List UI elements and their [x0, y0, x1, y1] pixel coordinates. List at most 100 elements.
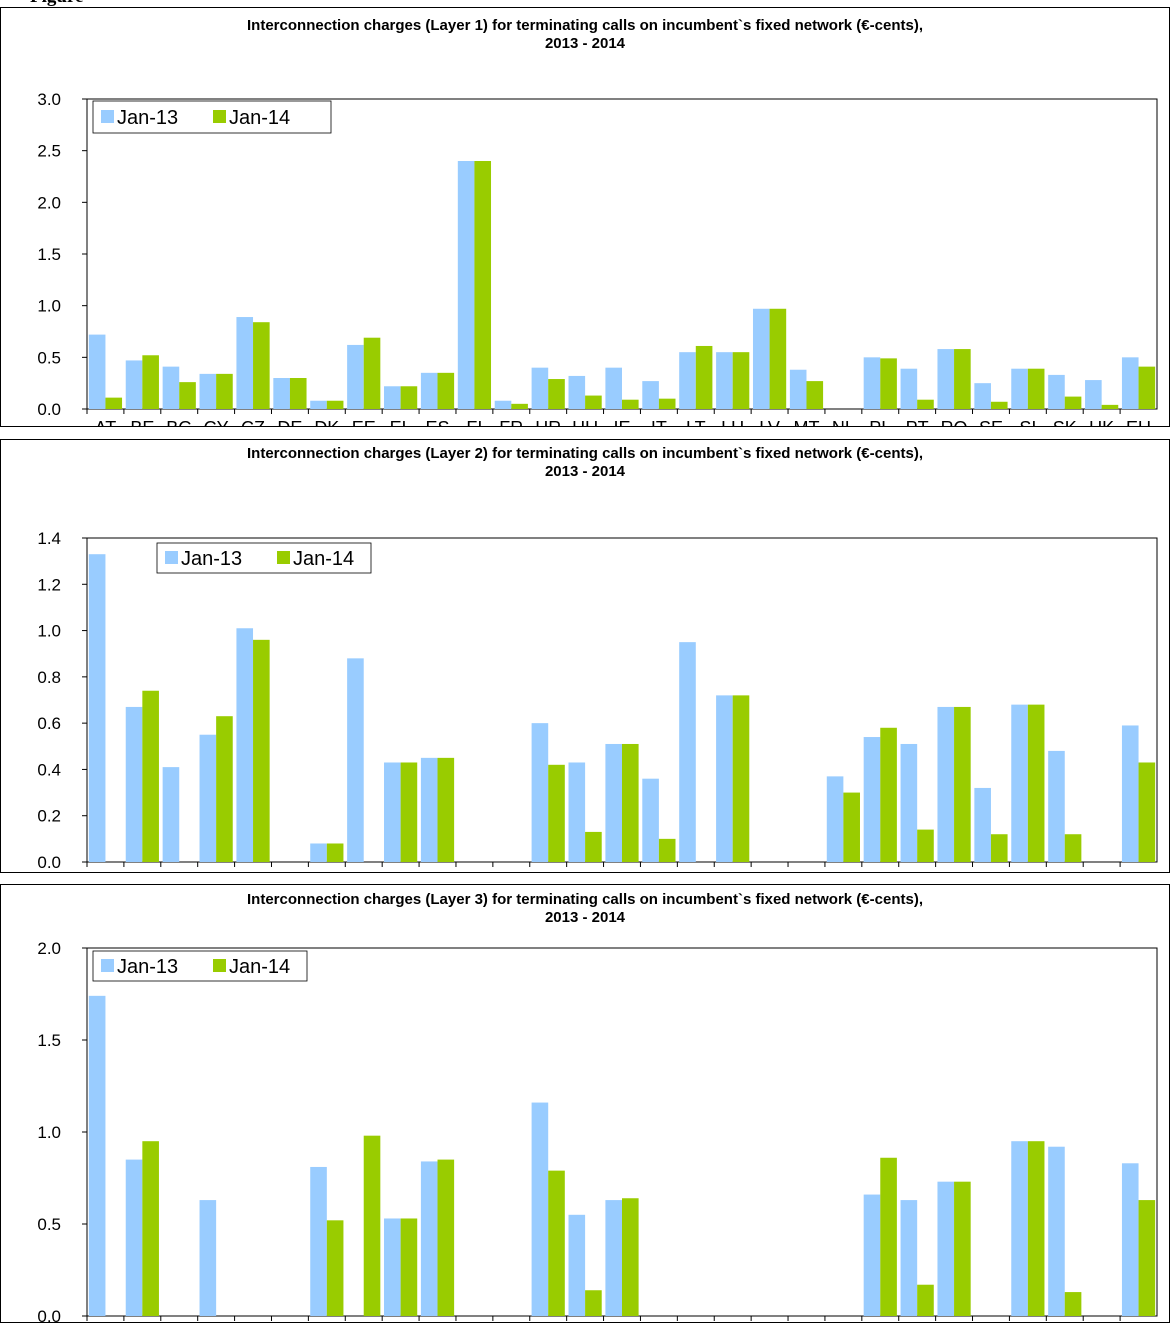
cropped-caption: Figure [0, 0, 1170, 6]
bar-jan-13-cz [236, 317, 254, 409]
bar-jan-14-mt [806, 381, 824, 409]
bar-jan-13-it [642, 381, 659, 409]
bar-jan-13-de [273, 378, 290, 409]
legend: Jan-13 Jan-14 [156, 542, 372, 574]
bar-jan-14-el [400, 1218, 418, 1316]
bar-jan-13-lt [679, 642, 696, 862]
bar-jan-14-si [1027, 1141, 1045, 1316]
bar-jan-13-el [384, 386, 401, 409]
x-tick-label: RO [941, 871, 968, 872]
bar-jan-13-uk [1085, 380, 1102, 409]
chart-plot: 0.0 0.5 1.0 1.5 2.0 2.5 3.0 AT BE BG CY CZ DE DK EE EL E… [37, 90, 1158, 426]
bar-jan-13-si [1011, 704, 1028, 862]
bar-jan-14-nl [843, 792, 860, 862]
x-tick-label: EU [1126, 871, 1151, 872]
bar-jan-13-nl [826, 776, 844, 862]
x-tick-label: DE [277, 418, 302, 426]
bar-jan-13-es [420, 1161, 438, 1316]
chart-plot: 0.0 0.2 0.4 0.6 0.8 1.0 1.2 1.4 AT BE BG CY CZ DE DK EE… [37, 529, 1158, 872]
bar-jan-14-be [142, 355, 159, 409]
bar-jan-14-hr [548, 379, 565, 409]
bar-jan-14-si [1027, 704, 1045, 862]
x-tick-label: CZ [241, 418, 265, 426]
y-tick-label: 1.2 [37, 575, 61, 594]
chart-title-line: Interconnection charges (Layer 1) for te… [247, 17, 923, 34]
bar-jan-14-se [990, 834, 1008, 862]
bar-jan-14-eu [1138, 366, 1156, 409]
y-tick-label: 0.5 [37, 348, 61, 367]
bar-jan-14-at [105, 397, 123, 409]
legend-swatch-jan-14 [213, 959, 226, 972]
bar-jan-14-pt [917, 829, 934, 862]
x-tick-label: PT [906, 871, 929, 872]
bar-jan-14-pl [880, 358, 897, 409]
bar-jan-14-ie [622, 399, 639, 409]
chart-panel-layer-1: Interconnection charges (Layer 1) for te… [0, 7, 1170, 427]
x-tick-label: SI [1019, 418, 1036, 426]
bar-jan-14-fr [511, 403, 528, 409]
bar-jan-14-cz [253, 639, 270, 862]
bar-jan-14-si [1027, 368, 1045, 409]
bar-jan-14-lu [732, 695, 750, 862]
x-tick-label: HU [572, 418, 598, 426]
chart-panel-layer-3: Interconnection charges (Layer 3) for te… [0, 884, 1170, 1323]
x-tick-label: EE [352, 418, 376, 426]
bar-jan-13-it [642, 778, 659, 862]
x-tick-label: EU [1126, 418, 1151, 426]
y-tick-label: 0.4 [37, 760, 61, 779]
x-tick-label: AT [95, 418, 117, 426]
bar-jan-13-ie [605, 743, 622, 862]
bar-jan-13-lu [716, 695, 733, 862]
bar-jan-14-el [400, 386, 418, 409]
x-tick-label: SK [1053, 418, 1077, 426]
x-tick-label: PT [906, 418, 929, 426]
bar-jan-13-si [1011, 1141, 1028, 1316]
legend-label: Jan-14 [229, 956, 290, 978]
bar-jan-13-at [88, 554, 106, 862]
bar-jan-13-ro [937, 349, 955, 409]
bar-jan-14-pl [880, 727, 897, 862]
x-tick-label: ES [426, 871, 450, 872]
bar-jan-14-lu [732, 352, 750, 409]
bar-jan-14-dk [326, 1220, 344, 1316]
bar-jan-13-cy [199, 734, 217, 862]
x-tick-label: LT [686, 871, 706, 872]
bar-jan-14-lt [695, 345, 713, 409]
bar-jan-14-pt [917, 1284, 934, 1316]
chart-title-line: Interconnection charges (Layer 2) for te… [247, 445, 923, 462]
legend-label: Jan-14 [229, 107, 290, 129]
bar-jan-13-at [88, 334, 106, 409]
x-tick-label: SI [1019, 871, 1036, 872]
bar-jan-14-hr [548, 764, 565, 862]
bar-jan-14-ee [363, 1135, 381, 1316]
x-tick-label: EE [352, 871, 376, 872]
bar-jan-13-lt [679, 352, 696, 409]
bar-jan-13-ee [347, 658, 364, 862]
chart-title: Interconnection charges (Layer 3) for te… [1, 891, 1169, 927]
bar-jan-14-ro [954, 1181, 971, 1316]
x-tick-label: IE [613, 418, 630, 426]
bar-jan-13-fr [494, 400, 512, 409]
x-tick-label: EL [390, 871, 412, 872]
x-tick-label: RO [941, 418, 968, 426]
bar-jan-14-hr [548, 1170, 565, 1316]
bar-jan-14-hu [585, 395, 602, 409]
x-tick-label: PL [869, 418, 891, 426]
bar-jan-13-cz [236, 628, 254, 862]
bar-jan-13-be [125, 360, 143, 409]
bar-jan-13-eu [1121, 357, 1139, 409]
y-tick-label: 1.0 [37, 297, 61, 316]
bar-jan-13-el [384, 762, 401, 862]
y-tick-label: 1.5 [37, 1031, 61, 1050]
bar-jan-13-dk [310, 1166, 327, 1316]
y-tick-label: 2.0 [37, 193, 61, 212]
chart-subtitle: 2013 - 2014 [544, 909, 626, 926]
y-tick-label: 0.0 [37, 853, 61, 872]
bar-jan-14-pl [880, 1157, 897, 1316]
bar-jan-13-es [420, 757, 438, 862]
x-tick-label: ES [426, 418, 450, 426]
bar-jan-13-pt [900, 743, 918, 862]
bar-jan-14-eu [1138, 1200, 1156, 1316]
bar-jan-14-hu [585, 1290, 602, 1316]
bar-jan-14-ie [622, 743, 639, 862]
